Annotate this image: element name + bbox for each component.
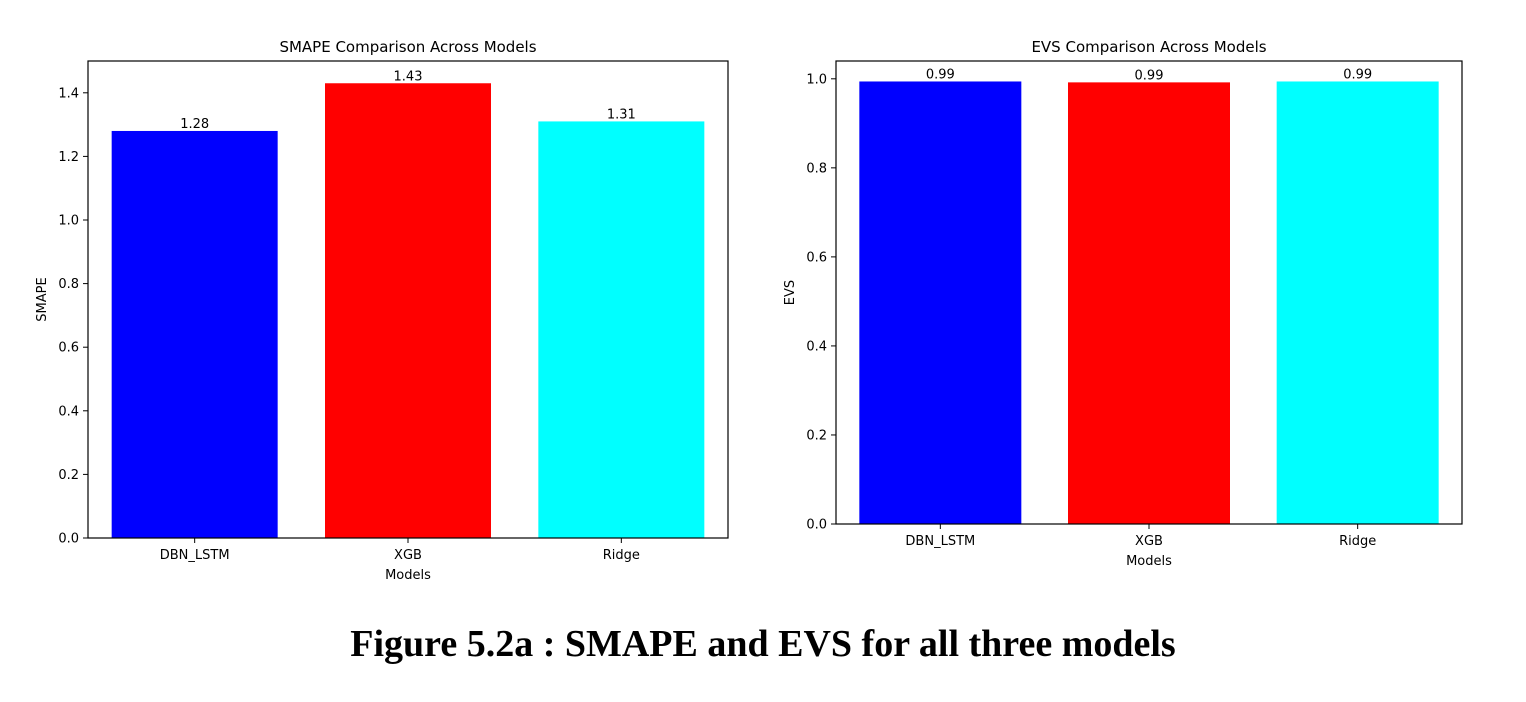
evs-bar-xgb xyxy=(1068,82,1230,524)
evs-xtick-label: DBN_LSTM xyxy=(905,534,975,549)
evs-value-label: 0.99 xyxy=(926,67,955,82)
smape-y-axis-label: SMAPE xyxy=(35,277,50,321)
smape-ytick-label: 1.2 xyxy=(58,150,79,165)
smape-ytick-label: 1.0 xyxy=(58,214,79,229)
evs-value-label: 0.99 xyxy=(1343,67,1372,82)
smape-chart: 1.28 1.43 1.31 0.0 0.2 0.4 0.6 0.8 1.0 1.2 1.4 DBN_… xyxy=(35,38,729,583)
evs-bar-dbn-lstm xyxy=(859,81,1022,524)
evs-bar-ridge xyxy=(1276,81,1439,524)
evs-ytick-label: 0.0 xyxy=(806,518,827,533)
smape-xtick-label: DBN_LSTM xyxy=(160,548,230,563)
figure-caption: Figure 5.2a : SMAPE and EVS for all thre… xyxy=(350,623,1176,665)
evs-ytick-label: 0.8 xyxy=(806,161,827,176)
smape-chart-title: SMAPE Comparison Across Models xyxy=(279,38,536,56)
smape-x-axis-label: Models xyxy=(385,568,431,583)
evs-y-axis-label: EVS xyxy=(783,280,798,305)
evs-ytick-label: 1.0 xyxy=(806,72,827,87)
smape-ytick-label: 0.8 xyxy=(58,277,79,292)
smape-xtick-label: XGB xyxy=(394,548,422,563)
smape-ytick-label: 1.4 xyxy=(58,86,79,101)
smape-value-label: 1.43 xyxy=(394,69,423,84)
evs-xtick-label: XGB xyxy=(1135,534,1163,549)
smape-value-label: 1.31 xyxy=(607,107,636,122)
smape-bar-ridge xyxy=(538,121,705,539)
evs-chart-title: EVS Comparison Across Models xyxy=(1031,38,1266,56)
evs-x-axis-label: Models xyxy=(1126,554,1172,569)
evs-ytick-label: 0.4 xyxy=(806,339,827,354)
evs-chart: 0.99 0.99 0.99 0.0 0.2 0.4 0.6 0.8 1.0 DBN_LSTM XG… xyxy=(783,38,1463,569)
smape-ytick-label: 0.2 xyxy=(58,468,79,483)
smape-value-label: 1.28 xyxy=(180,117,209,132)
evs-value-label: 0.99 xyxy=(1135,68,1164,83)
evs-xtick-label: Ridge xyxy=(1339,534,1376,549)
smape-ytick-label: 0.0 xyxy=(58,532,79,547)
smape-xtick-label: Ridge xyxy=(603,548,640,563)
evs-ytick-label: 0.2 xyxy=(806,428,827,443)
smape-bar-dbn-lstm xyxy=(111,130,278,538)
smape-bar-xgb xyxy=(325,83,491,538)
evs-ytick-label: 0.6 xyxy=(806,250,827,265)
smape-ytick-label: 0.4 xyxy=(58,404,79,419)
smape-ytick-label: 0.6 xyxy=(58,341,79,356)
